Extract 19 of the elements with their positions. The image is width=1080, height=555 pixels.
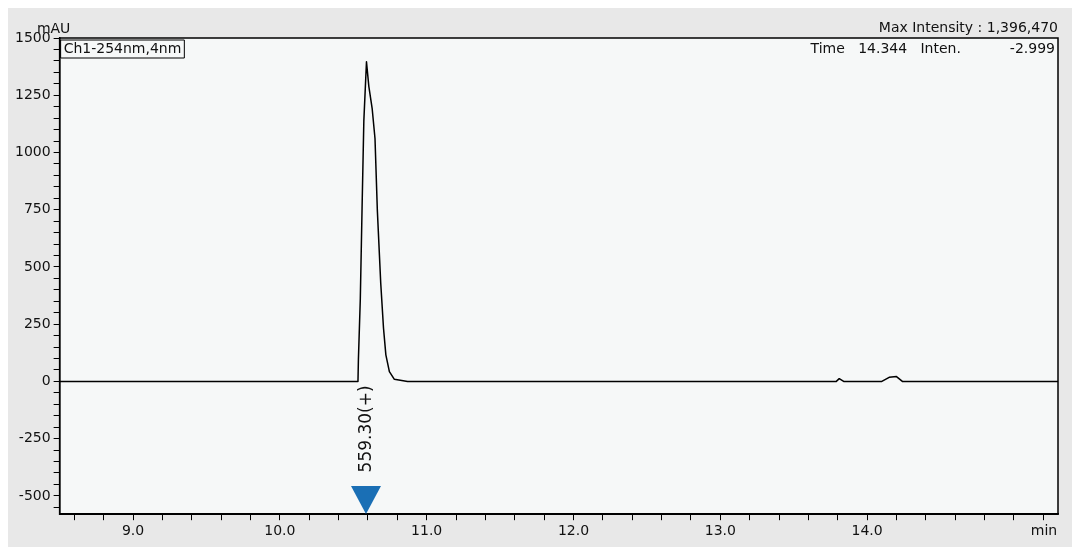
x-tick-label: 11.0	[411, 522, 443, 539]
annotation: Time 14.344 Inten. -2.999	[809, 39, 1055, 56]
x-tick-label: 12.0	[557, 522, 590, 539]
text: Max Intensity : 1,396,470	[878, 18, 1058, 35]
y-tick-label: 1000	[14, 143, 51, 160]
x-tick-label: 13.0	[704, 522, 736, 539]
y-tick-label: 1250	[14, 85, 51, 102]
x-tick-label: 14.0	[851, 522, 883, 539]
x-axis-title: min	[1030, 521, 1058, 538]
y-tick-label: -500	[18, 486, 51, 503]
annotation: Ch1-254nm,4nm	[63, 39, 182, 56]
x-tick-label: 10.0	[264, 522, 296, 539]
y-tick-label: 500	[23, 257, 51, 274]
y-tick-label: 0	[41, 372, 51, 389]
x-tick-label: 9.0	[121, 522, 145, 539]
annotation: 559.30(+)	[354, 385, 375, 473]
y-tick-label: 750	[23, 200, 51, 217]
y-tick-label: 250	[23, 314, 51, 331]
y-tick-label: -250	[18, 429, 51, 446]
